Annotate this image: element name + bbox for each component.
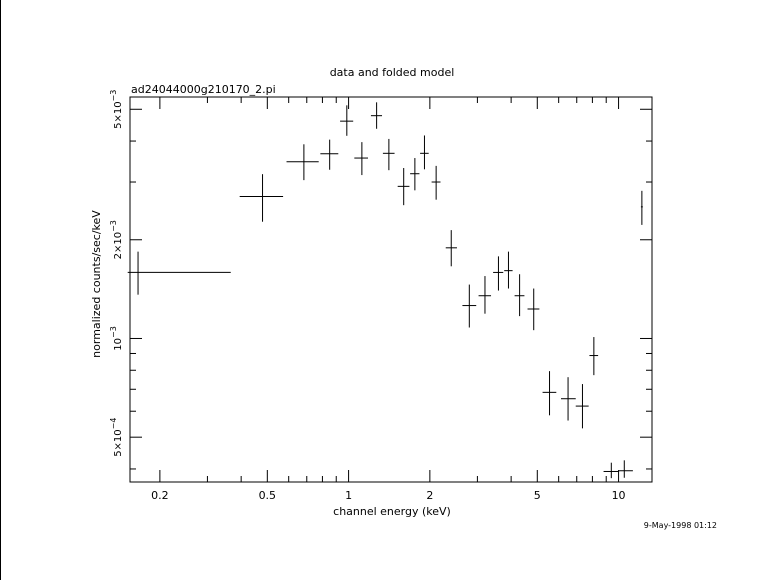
x-tick-label: 0.2: [151, 489, 169, 502]
x-tick-label: 1: [345, 489, 352, 502]
data-point: [603, 462, 619, 479]
y-tick-label-base: 2×10: [113, 232, 124, 259]
data-point: [340, 105, 354, 136]
data-point: [527, 288, 540, 331]
data-point: [575, 384, 589, 429]
data-point: [445, 230, 457, 267]
data-point: [286, 144, 319, 181]
y-tick-label: 2×10−3: [109, 220, 124, 259]
chart-subtitle: ad24044000g210170_2.pi: [131, 83, 276, 96]
x-tick-label: 0.5: [259, 489, 277, 502]
data-point: [239, 174, 284, 222]
data-point: [397, 168, 410, 206]
data-point: [560, 377, 576, 421]
y-tick-label: 10−3: [109, 326, 124, 351]
chart-title: data and folded model: [330, 66, 455, 79]
x-tick-label: 10: [612, 489, 626, 502]
data-point: [514, 274, 525, 317]
data-point: [542, 371, 557, 416]
y-tick-label-exponent: −3: [109, 90, 118, 102]
data-points: [127, 102, 643, 479]
x-axis-label: channel energy (keV): [333, 505, 451, 518]
data-point: [420, 135, 429, 170]
y-tick-label-exponent: −4: [109, 418, 118, 430]
footer-timestamp: 9-May-1998 01:12: [644, 521, 717, 530]
data-point: [493, 256, 504, 291]
data-point: [320, 139, 339, 170]
data-point: [640, 190, 643, 225]
y-tick-label-base: 5×10: [113, 101, 124, 128]
y-tick-label: 5×10−4: [109, 418, 124, 457]
data-point: [431, 165, 441, 200]
data-point: [370, 102, 383, 129]
y-tick-label: 5×10−3: [109, 90, 124, 129]
data-point: [618, 460, 633, 478]
data-point: [478, 276, 492, 314]
data-point: [504, 251, 513, 289]
data-point: [589, 337, 599, 376]
y-tick-label-base: 10: [113, 338, 124, 351]
y-tick-label-base: 5×10: [113, 429, 124, 456]
y-tick-label-exponent: −3: [109, 220, 118, 232]
window-left-edge: [0, 0, 1, 580]
data-point: [462, 284, 477, 328]
x-tick-label: 5: [534, 489, 541, 502]
x-tick-label: 2: [426, 489, 433, 502]
data-point: [382, 138, 395, 171]
y-tick-label-exponent: −3: [109, 326, 118, 338]
plot-frame: [129, 96, 653, 483]
data-point: [127, 251, 231, 295]
axes: 0.2 0.5 1 2 5 105×10−410−32×10−35×10−3: [109, 90, 653, 502]
y-axis-label: normalized counts/sec/keV: [90, 210, 103, 358]
data-point: [410, 158, 420, 191]
data-point: [354, 142, 368, 176]
